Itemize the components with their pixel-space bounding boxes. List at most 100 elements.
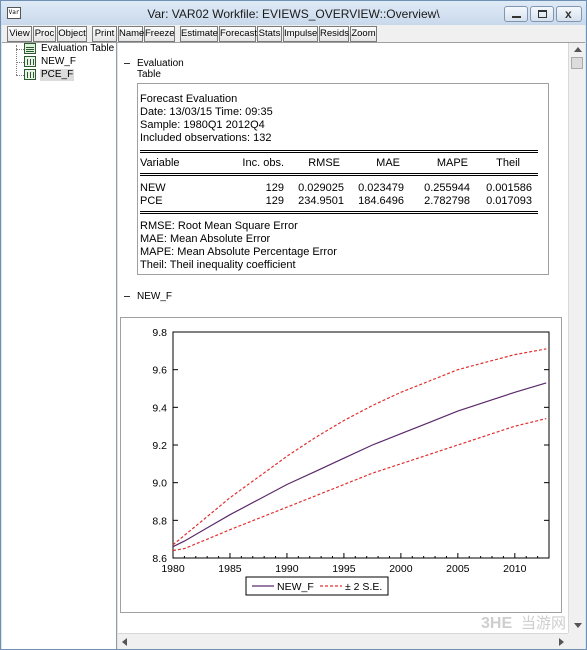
maximize-button[interactable] [530, 6, 554, 22]
tree-connector [16, 75, 24, 76]
print-button[interactable]: Print [92, 26, 117, 42]
close-icon: x [565, 7, 572, 21]
column-header-variable: Variable [140, 157, 180, 169]
spool-tree: Evaluation Table NEW_F PCE_F [2, 43, 117, 649]
vertical-scrollbar[interactable] [568, 43, 585, 633]
table-icon [24, 43, 36, 54]
x-tick-label: 1985 [218, 563, 242, 575]
minimize-icon [512, 16, 521, 18]
scrollbar-corner [568, 633, 585, 649]
plot-frame [172, 331, 550, 559]
scroll-right-icon[interactable] [559, 638, 564, 646]
horizontal-scrollbar[interactable] [118, 633, 568, 649]
section-title: Evaluation Table [137, 58, 184, 80]
scroll-thumb[interactable] [571, 57, 583, 69]
row-mae: 0.023479 [358, 182, 404, 194]
scroll-up-icon[interactable] [574, 47, 582, 52]
stats-button[interactable]: Stats [257, 26, 282, 42]
close-button[interactable]: x [556, 6, 582, 22]
tree-item-label: Evaluation Table [41, 43, 115, 54]
y-tick-label: 8.8 [152, 515, 167, 527]
column-header-inc-obs: Inc. obs. [242, 157, 284, 169]
object-button[interactable]: Object [57, 26, 87, 42]
proc-button[interactable]: Proc [33, 26, 56, 42]
watermark-logo: 3HE 当游网 [481, 615, 566, 632]
series-icon [24, 56, 36, 67]
column-header-theil: Theil [496, 157, 520, 169]
date-line: Date: 13/03/15 Time: 09:35 [140, 106, 273, 118]
evaluation-table: Forecast Evaluation Date: 13/03/15 Time:… [137, 83, 549, 275]
row-variable: NEW [140, 182, 166, 194]
rule-line [140, 211, 538, 212]
name-button[interactable]: Name [118, 26, 144, 42]
view-button[interactable]: View [7, 26, 32, 42]
series-line-0 [172, 382, 547, 548]
series-line-2 [172, 418, 547, 552]
column-header-mape: MAPE [436, 157, 468, 169]
table-heading: Forecast Evaluation [140, 93, 238, 105]
rule-line [140, 150, 538, 151]
forecast-button[interactable]: Forecast [219, 26, 257, 42]
legend-box [245, 576, 389, 596]
window-title: Var: VAR02 Workfile: EVIEWS_OVERVIEW::Ov… [147, 7, 440, 21]
row-rmse: 234.9501 [298, 195, 344, 207]
resids-button[interactable]: Resids [319, 26, 349, 42]
row-mape: 2.782798 [424, 195, 470, 207]
note-mae: MAE: Mean Absolute Error [140, 233, 271, 245]
impulse-button[interactable]: Impulse [283, 26, 318, 42]
row-theil: 0.001586 [486, 182, 532, 194]
legend-label-new-f: NEW_F [277, 581, 314, 593]
tree-connector [16, 49, 24, 50]
series-icon [24, 69, 36, 80]
column-header-mae: MAE [376, 157, 400, 169]
note-mape: MAPE: Mean Absolute Percentage Error [140, 246, 337, 258]
section-title: NEW_F [137, 291, 172, 302]
x-tick-label: 2005 [446, 563, 470, 575]
tree-connector [16, 62, 24, 63]
row-inc-obs: 129 [265, 195, 284, 207]
zoom-button[interactable]: Zoom [350, 26, 377, 42]
tree-item-label: PCE_F [40, 69, 75, 81]
note-theil: Theil: Theil inequality coefficient [140, 259, 296, 271]
tree-item-label: NEW_F [41, 56, 76, 67]
row-theil: 0.017093 [486, 195, 532, 207]
var-object-icon[interactable]: Var [7, 7, 21, 19]
x-tick-label: 2010 [503, 563, 527, 575]
row-variable: PCE [140, 195, 163, 207]
maximize-icon [538, 10, 547, 18]
x-tick-label: 2000 [389, 563, 413, 575]
rule-line [140, 152, 538, 153]
estimate-button[interactable]: Estimate [180, 26, 218, 42]
collapse-icon[interactable] [124, 63, 130, 64]
forecast-graph[interactable]: 8.6 8.8 9.0 9.2 9.4 9.6 9.8 1980 1985 1990 1995 200… [120, 317, 562, 613]
observations-line: Included observations: 132 [140, 132, 272, 144]
scroll-down-icon[interactable] [574, 623, 582, 628]
svg-text:3HE: 3HE [481, 615, 512, 632]
forecast-chart-svg: 8.6 8.8 9.0 9.2 9.4 9.6 9.8 1980 1985 1990 1995 200… [152, 327, 550, 596]
row-mape: 0.255944 [424, 182, 470, 194]
row-inc-obs: 129 [265, 182, 284, 194]
rule-line [140, 173, 538, 174]
series-line-1 [172, 348, 547, 546]
y-tick-label: 9.8 [152, 327, 167, 339]
minimize-button[interactable] [504, 6, 528, 22]
object-toolbar: View Proc Object Print Name Freeze Estim… [2, 25, 585, 43]
x-tick-label: 1995 [332, 563, 356, 575]
freeze-button[interactable]: Freeze [144, 26, 175, 42]
spool-content: Evaluation Table Forecast Evaluation Dat… [118, 43, 568, 633]
scroll-left-icon[interactable] [122, 638, 127, 646]
note-rmse: RMSE: Root Mean Square Error [140, 220, 298, 232]
rule-line [140, 213, 538, 214]
y-tick-label: 9.4 [152, 402, 167, 414]
tree-connector [16, 45, 17, 75]
svg-text:当游网: 当游网 [521, 615, 566, 632]
title-bar[interactable]: Var Var: VAR02 Workfile: EVIEWS_OVERVIEW… [1, 1, 586, 25]
legend-label-se: ± 2 S.E. [345, 581, 382, 593]
collapse-icon[interactable] [124, 296, 130, 297]
y-tick-label: 9.0 [152, 478, 167, 490]
y-tick-label: 9.6 [152, 365, 167, 377]
row-rmse: 0.029025 [298, 182, 344, 194]
sample-line: Sample: 1980Q1 2012Q4 [140, 119, 265, 131]
row-mae: 184.6496 [358, 195, 404, 207]
